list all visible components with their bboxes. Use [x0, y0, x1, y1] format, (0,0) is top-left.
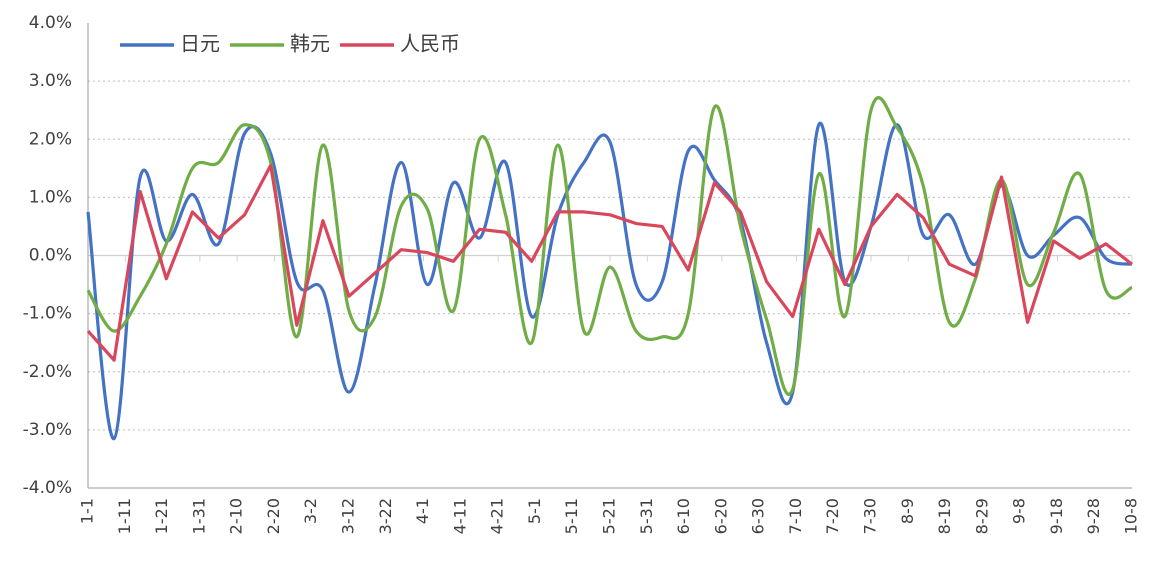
y-tick-label: 2.0%	[29, 129, 72, 149]
x-tick-label: 8-19	[935, 498, 954, 534]
x-tick-label: 9-8	[1010, 498, 1029, 524]
y-tick-label: -1.0%	[23, 304, 72, 324]
x-tick-label: 7-10	[786, 498, 805, 534]
y-tick-label: -2.0%	[23, 362, 72, 382]
y-tick-label: -4.0%	[23, 478, 72, 498]
x-tick-label: 1-21	[152, 498, 171, 534]
x-tick-label: 4-11	[450, 498, 469, 534]
x-tick-label: 10-8	[1122, 498, 1141, 534]
x-tick-label: 5-21	[600, 498, 619, 534]
x-tick-label: 2-10	[227, 498, 246, 534]
x-tick-label: 5-1	[525, 498, 544, 524]
x-tick-label: 6-30	[749, 498, 768, 534]
x-tick-label: 9-28	[1084, 498, 1103, 534]
x-tick-label: 4-1	[413, 498, 432, 524]
line-series	[86, 121, 1133, 441]
x-tick-label: 5-31	[637, 498, 656, 534]
y-tick-label: 1.0%	[29, 187, 72, 207]
legend-label: 人民币	[400, 32, 460, 56]
y-tick-label: -3.0%	[23, 420, 72, 440]
x-tick-label: 7-20	[823, 498, 842, 534]
x-tick-label: 8-29	[972, 498, 991, 534]
x-tick-label: 8-9	[898, 498, 917, 524]
line-series	[86, 163, 1133, 362]
x-tick-label: 4-21	[488, 498, 507, 534]
legend-label: 韩元	[290, 32, 330, 56]
legend-label: 日元	[180, 32, 220, 56]
x-tick-label: 2-20	[264, 498, 283, 534]
x-tick-label: 3-2	[301, 498, 320, 524]
x-tick-label: 1-31	[189, 498, 208, 534]
x-tick-label: 1-11	[115, 498, 134, 534]
y-tick-label: 0.0%	[29, 246, 72, 266]
line-series	[86, 96, 1133, 396]
x-tick-label: 5-11	[562, 498, 581, 534]
x-tick-label: 7-30	[861, 498, 880, 534]
y-tick-label: 4.0%	[29, 13, 72, 33]
x-tick-label: 6-20	[711, 498, 730, 534]
x-tick-label: 6-10	[674, 498, 693, 534]
x-tick-label: 3-22	[376, 498, 395, 534]
x-tick-label: 3-12	[339, 498, 358, 534]
x-tick-label: 1-1	[78, 498, 97, 524]
y-tick-label: 3.0%	[29, 71, 72, 91]
x-tick-label: 9-18	[1047, 498, 1066, 534]
